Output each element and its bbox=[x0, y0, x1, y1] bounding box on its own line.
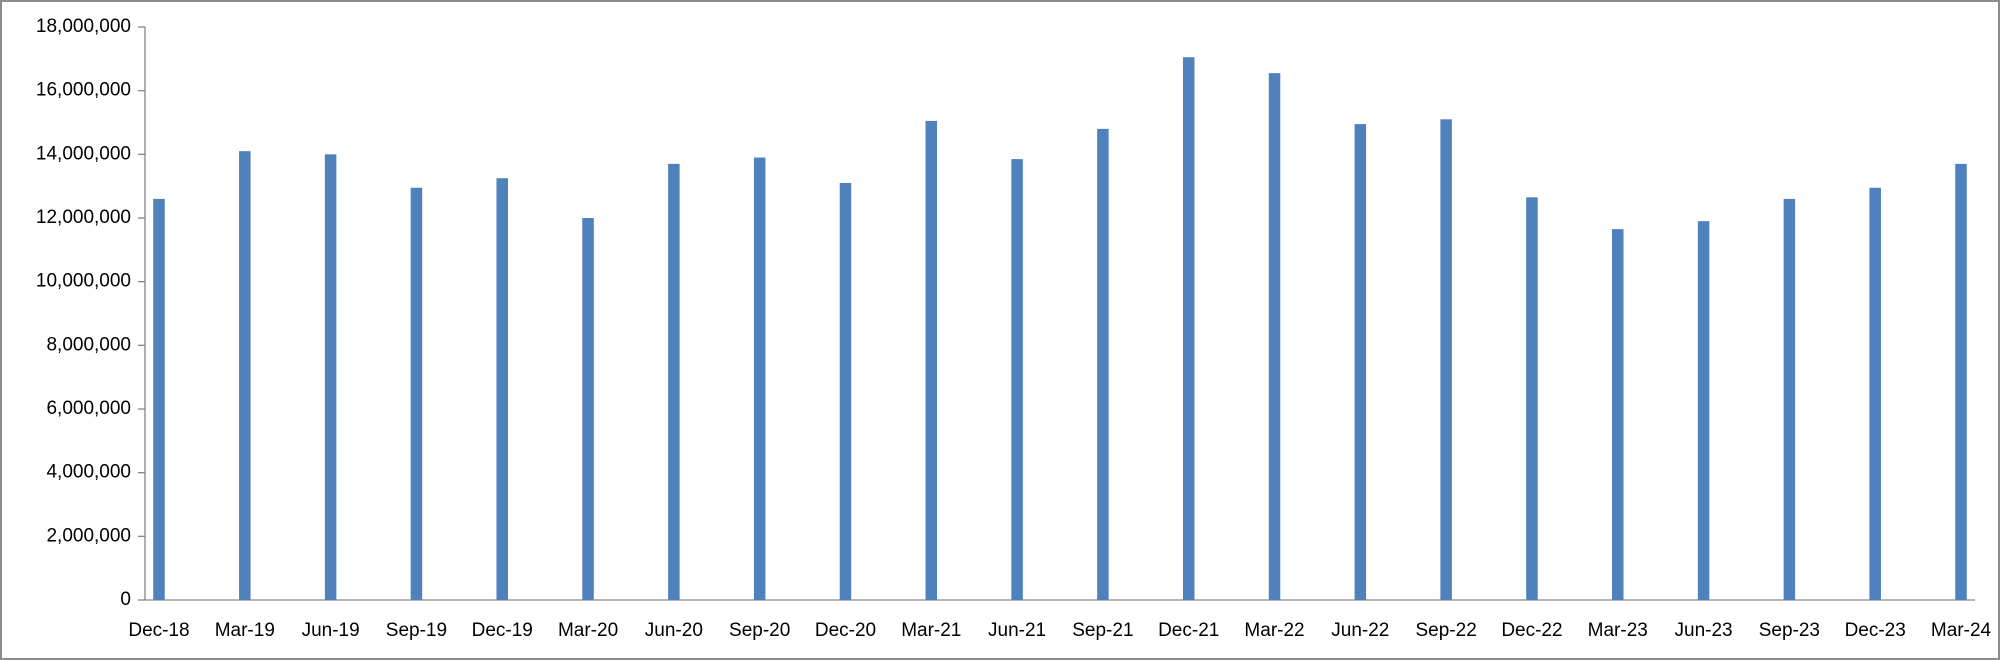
y-tick-label: 0 bbox=[120, 589, 131, 610]
y-tick-label: 6,000,000 bbox=[46, 398, 131, 419]
x-tick-label: Sep-22 bbox=[1416, 620, 1477, 641]
bar bbox=[1354, 124, 1367, 600]
bar bbox=[1869, 187, 1881, 600]
x-tick-label: Jun-23 bbox=[1675, 620, 1733, 641]
bar bbox=[582, 218, 594, 600]
y-tick-label: 14,000,000 bbox=[36, 143, 131, 164]
bar bbox=[1268, 73, 1281, 601]
y-tick-label: 8,000,000 bbox=[46, 334, 131, 355]
x-tick-label: Jun-20 bbox=[645, 620, 703, 641]
bar bbox=[1697, 221, 1710, 600]
x-tick-label: Sep-23 bbox=[1759, 620, 1820, 641]
x-tick-label: Dec-23 bbox=[1845, 620, 1906, 641]
x-tick-label: Mar-24 bbox=[1931, 620, 1992, 641]
x-tick-label: Sep-19 bbox=[386, 620, 447, 641]
y-tick-label: 16,000,000 bbox=[36, 80, 131, 101]
bar bbox=[925, 120, 938, 601]
x-tick-label: Mar-19 bbox=[215, 620, 275, 641]
x-tick-label: Jun-21 bbox=[988, 620, 1046, 641]
y-tick-label: 4,000,000 bbox=[46, 462, 131, 483]
y-tick-label: 10,000,000 bbox=[36, 271, 131, 292]
x-tick-label: Jun-19 bbox=[302, 620, 360, 641]
x-tick-label: Dec-20 bbox=[815, 620, 876, 641]
bar bbox=[753, 157, 766, 600]
y-tick-label: 2,000,000 bbox=[46, 525, 131, 546]
bar bbox=[1955, 163, 1967, 600]
bar bbox=[1783, 198, 1796, 600]
bar bbox=[668, 163, 680, 600]
bar bbox=[1011, 159, 1023, 600]
bar bbox=[496, 178, 508, 601]
x-tick-label: Mar-21 bbox=[901, 620, 961, 641]
bar bbox=[1097, 128, 1109, 600]
bar bbox=[324, 154, 337, 601]
x-tick-label: Dec-22 bbox=[1501, 620, 1562, 641]
x-tick-label: Jun-22 bbox=[1331, 620, 1389, 641]
bar bbox=[839, 182, 852, 600]
x-tick-label: Mar-20 bbox=[558, 620, 618, 641]
x-tick-label: Mar-23 bbox=[1588, 620, 1648, 641]
bar bbox=[1182, 57, 1195, 601]
bar bbox=[239, 151, 251, 600]
x-tick-label: Dec-21 bbox=[1158, 620, 1219, 641]
x-tick-label: Sep-21 bbox=[1072, 620, 1133, 641]
x-tick-label: Mar-22 bbox=[1244, 620, 1304, 641]
x-tick-label: Dec-19 bbox=[472, 620, 533, 641]
bar bbox=[1440, 119, 1452, 601]
y-tick-label: 18,000,000 bbox=[36, 16, 131, 37]
y-tick-label: 12,000,000 bbox=[36, 207, 131, 228]
bar bbox=[153, 198, 165, 600]
bar bbox=[1612, 229, 1624, 600]
x-tick-label: Dec-18 bbox=[128, 620, 189, 641]
bar bbox=[1526, 197, 1538, 600]
x-tick-label: Sep-20 bbox=[729, 620, 790, 641]
bar bbox=[410, 187, 423, 600]
